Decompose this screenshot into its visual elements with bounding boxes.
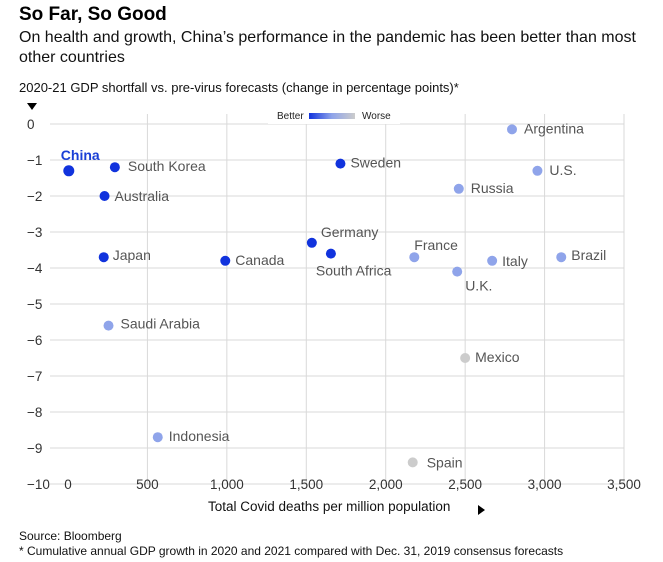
x-tick-label: 2,500 — [448, 477, 482, 492]
label-japan: Japan — [113, 247, 151, 263]
label-mexico: Mexico — [475, 349, 520, 365]
label-argentina: Argentina — [524, 120, 584, 136]
label-saudi-arabia: Saudi Arabia — [121, 316, 201, 332]
label-indonesia: Indonesia — [169, 428, 230, 444]
y-tick-label: −6 — [27, 333, 42, 348]
point-saudi-arabia — [103, 320, 114, 331]
label-spain: Spain — [427, 454, 463, 470]
label-u-s: U.S. — [549, 162, 576, 178]
y-tick-label: −10 — [27, 477, 50, 492]
label-russia: Russia — [471, 180, 514, 196]
point-germany — [306, 237, 317, 248]
legend: Better Worse — [268, 106, 400, 124]
point-canada — [220, 255, 231, 266]
y-tick-label: −8 — [27, 405, 42, 420]
point-russia — [453, 183, 464, 194]
label-germany: Germany — [321, 224, 379, 240]
point-argentina — [507, 124, 518, 135]
data-labels: China South Korea Australia Japan Canada Germ… — [61, 120, 606, 470]
y-axis-arrow-icon — [27, 103, 37, 110]
footnote: * Cumulative annual GDP growth in 2020 a… — [19, 544, 564, 558]
point-u-k — [452, 266, 463, 277]
label-italy: Italy — [502, 253, 528, 269]
label-france: France — [414, 237, 458, 253]
y-tick-label: −5 — [27, 297, 42, 312]
label-brazil: Brazil — [571, 247, 606, 263]
y-tick-labels: 0 −1 −2 −3 −4 −5 −6 −7 −8 −9 −10 — [27, 117, 50, 492]
x-tick-label: 3,500 — [607, 477, 641, 492]
x-tick-label: 0 — [64, 477, 72, 492]
y-tick-label: 0 — [27, 117, 35, 132]
label-canada: Canada — [235, 252, 284, 268]
label-south-africa: South Africa — [316, 263, 392, 279]
x-tick-label: 3,000 — [528, 477, 562, 492]
label-u-k: U.K. — [465, 278, 492, 294]
point-china — [63, 165, 75, 177]
grid-lines — [50, 114, 625, 485]
y-axis-label: 2020-21 GDP shortfall vs. pre-virus fore… — [19, 80, 459, 95]
data-points — [63, 124, 567, 468]
point-france — [409, 252, 420, 263]
x-tick-labels: 0 500 1,000 1,500 2,000 2,500 3,000 3,500 — [64, 477, 641, 492]
point-south-africa — [325, 248, 336, 259]
point-italy — [487, 255, 498, 266]
point-u-s — [532, 165, 543, 176]
x-tick-label: 1,000 — [210, 477, 244, 492]
point-australia — [99, 191, 110, 201]
chart-subtitle: On health and growth, China’s performanc… — [19, 29, 636, 66]
source-note: Source: Bloomberg — [19, 529, 122, 543]
chart-title: So Far, So Good — [19, 4, 167, 25]
x-tick-label: 1,500 — [289, 477, 323, 492]
legend-worse-label: Worse — [362, 111, 391, 122]
x-axis-arrow-icon — [478, 505, 485, 515]
point-japan — [98, 252, 109, 263]
label-sweden: Sweden — [350, 155, 401, 171]
point-south-korea — [109, 162, 120, 173]
y-tick-label: −4 — [27, 261, 43, 276]
point-sweden — [335, 158, 346, 169]
label-south-korea: South Korea — [128, 158, 206, 174]
point-indonesia — [152, 432, 163, 443]
x-tick-label: 500 — [136, 477, 159, 492]
x-tick-label: 2,000 — [369, 477, 403, 492]
label-australia: Australia — [115, 188, 170, 204]
y-tick-label: −2 — [27, 189, 42, 204]
y-tick-label: −9 — [27, 441, 42, 456]
y-tick-label: −1 — [27, 153, 42, 168]
label-china: China — [61, 147, 100, 163]
x-axis-label: Total Covid deaths per million populatio… — [208, 499, 451, 514]
legend-better-label: Better — [277, 111, 304, 122]
legend-gradient-bar — [309, 113, 355, 119]
y-tick-label: −7 — [27, 369, 42, 384]
point-spain — [407, 457, 418, 468]
point-brazil — [556, 252, 567, 263]
y-tick-label: −3 — [27, 225, 42, 240]
point-mexico — [460, 353, 471, 363]
